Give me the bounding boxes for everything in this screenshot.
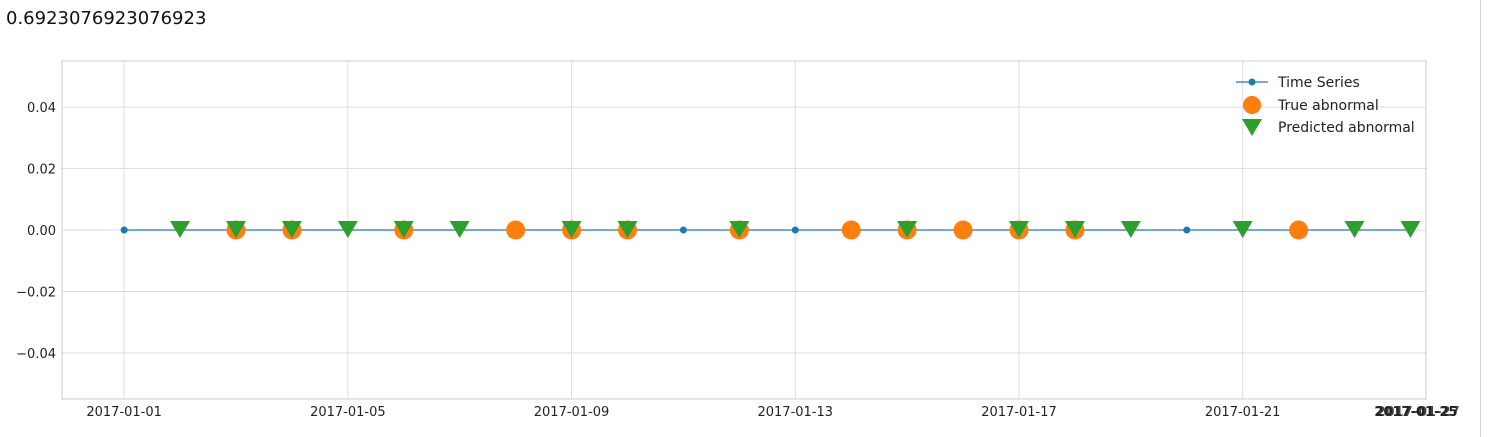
predicted-abnormal-point	[1344, 221, 1365, 238]
predicted-abnormal-point	[1008, 221, 1029, 238]
x-tick-overlap-2: 2017-01-27	[1376, 405, 1459, 420]
predicted-abnormal-point	[170, 221, 191, 238]
cell-output-text: 0.6923076923076923	[6, 8, 207, 29]
legend-label-predicted-abnormal: Predicted abnormal	[1278, 120, 1415, 136]
y-tick-label: 0.02	[27, 163, 56, 178]
predicted-abnormal-point	[1064, 221, 1085, 238]
predicted-abnormal-point	[281, 221, 302, 238]
x-tick-label: 2017-01-09	[534, 405, 610, 420]
x-tick-label: 2017-01-05	[310, 405, 386, 420]
time-series-point	[679, 226, 687, 234]
y-tick-label: −0.04	[16, 347, 56, 362]
predicted-abnormal-point	[1120, 221, 1141, 238]
y-tick-label: 0.00	[27, 224, 56, 239]
true-abnormal-point	[1289, 220, 1309, 240]
predicted-abnormal-point	[561, 221, 582, 238]
predicted-abnormal-point	[729, 221, 750, 238]
legend-predicted-abnormal-marker	[1242, 119, 1262, 136]
x-tick-label: 2017-01-17	[981, 405, 1057, 420]
legend-label-time-series: Time Series	[1277, 75, 1360, 91]
overlapping-x-tick-label: 2017-01-25 2017-01-27	[1374, 405, 1459, 420]
true-abnormal-point	[841, 220, 861, 240]
legend: Time Series True abnormal Predicted abno…	[1236, 75, 1415, 136]
plot-frame	[61, 60, 1427, 400]
output-scroll-edge	[1480, 0, 1481, 437]
predicted-abnormal-point	[1232, 221, 1253, 238]
time-series-point	[791, 226, 799, 234]
data-marks	[120, 220, 1421, 240]
x-axis-ticks: 2017-01-01 2017-01-05 2017-01-09 2017-01-13…	[86, 405, 1280, 420]
time-series-point	[120, 226, 128, 234]
time-series-point	[1183, 226, 1191, 234]
y-tick-label: −0.02	[16, 285, 56, 300]
predicted-abnormal-point	[225, 221, 246, 238]
predicted-abnormal-point	[897, 221, 918, 238]
x-tick-overlap-1: 2017-01-25	[1374, 405, 1457, 420]
predicted-abnormal-point	[337, 221, 358, 238]
predicted-abnormal-point	[393, 221, 414, 238]
predicted-abnormal-point	[449, 221, 470, 238]
legend-true-abnormal-marker	[1243, 96, 1261, 114]
predicted-abnormal-point	[1400, 221, 1421, 238]
legend-label-true-abnormal: True abnormal	[1277, 98, 1379, 114]
x-tick-label: 2017-01-01	[86, 405, 162, 420]
x-tick-label: 2017-01-21	[1205, 405, 1281, 420]
true-abnormal-point	[953, 220, 973, 240]
true-abnormal-point	[506, 220, 526, 240]
predicted-abnormal-point	[617, 221, 638, 238]
y-axis-ticks: 0.04 0.02 0.00 −0.02 −0.04	[16, 101, 56, 362]
y-tick-label: 0.04	[27, 101, 56, 116]
x-tick-label: 2017-01-13	[757, 405, 833, 420]
legend-time-series-marker	[1248, 78, 1256, 86]
